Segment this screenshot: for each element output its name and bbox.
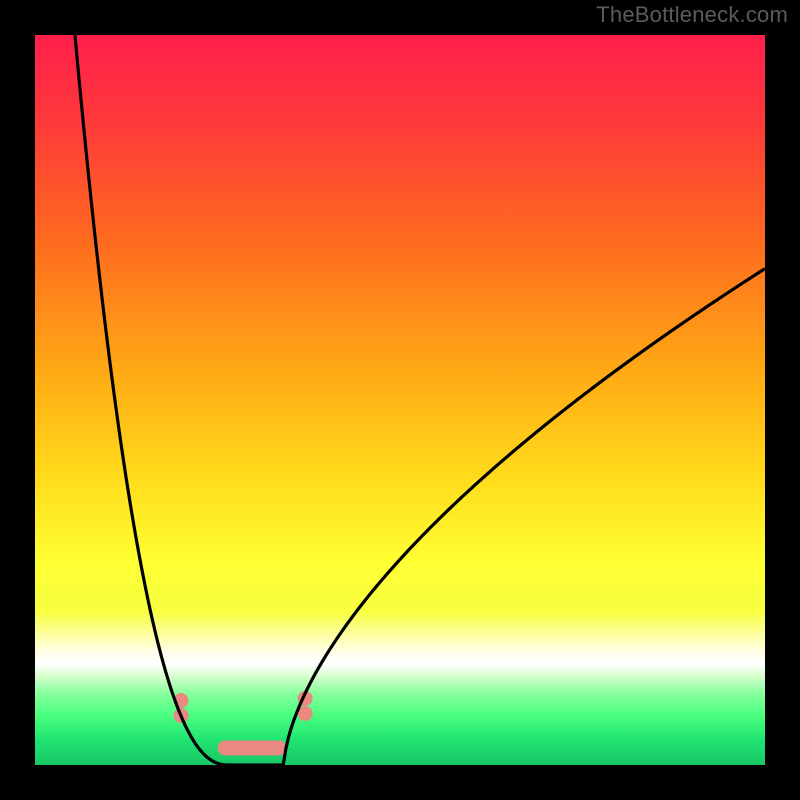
bottleneck-chart — [0, 0, 800, 800]
watermark-text: TheBottleneck.com — [596, 2, 788, 28]
valley-marker-pill — [218, 741, 287, 756]
plot-background — [35, 35, 765, 765]
